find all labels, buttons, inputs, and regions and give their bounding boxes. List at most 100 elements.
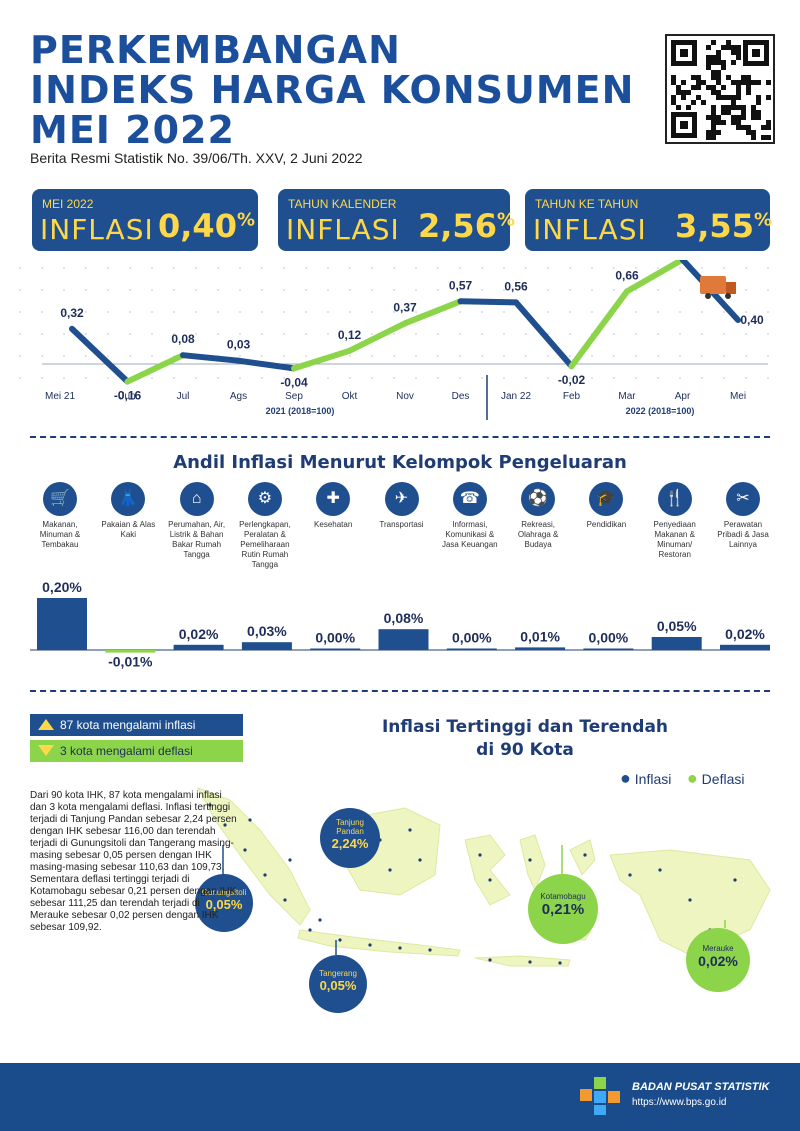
contribution-bar (310, 648, 361, 650)
city-dot (388, 868, 392, 872)
city-dot (248, 818, 252, 822)
line-value-label: 0,12 (338, 328, 362, 342)
line-value-label: 0,57 (449, 278, 473, 292)
category-label: Transportasi (379, 520, 424, 529)
contribution-bar (515, 647, 566, 650)
house-icon: ⌂ (179, 482, 214, 516)
bar-value-label: 0,20% (42, 579, 82, 595)
contribution-bar (241, 642, 292, 650)
line-value-label: -0,02 (558, 373, 586, 387)
org-url[interactable]: https://www.bps.go.id (632, 1097, 727, 1108)
page-subtitle: Berita Resmi Statistik No. 39/06/Th. XXV… (30, 150, 363, 166)
contribution-bar (651, 637, 702, 650)
card-word: INFLASI (286, 213, 400, 246)
line-value-label: 0,32 (60, 306, 84, 320)
category-item: 🛒 Makanan, Minuman & Tembakau (28, 482, 92, 550)
contribution-bar (583, 648, 634, 650)
x-tick-label: Nov (396, 391, 414, 402)
x-tick-label: Jan 22 (501, 391, 531, 402)
city-dot (733, 878, 737, 882)
divider (30, 436, 770, 438)
x-tick-label: Mei 21 (45, 391, 75, 402)
bar-value-label: 0,02% (179, 626, 219, 642)
category-item: 🍴 Penyediaan Makanan & Minuman/ Restoran (643, 482, 707, 560)
contribution-bar (173, 644, 224, 650)
city-dot (418, 858, 422, 862)
city-dot (408, 828, 412, 832)
map-title-line-1: Inflasi Tertinggi dan Terendah (381, 717, 669, 737)
category-label: Pakaian & Alas Kaki (101, 520, 156, 539)
monthly-inflation-line-chart: 0,32 -0,16 0,08 0,03 -0,04 0,12 0,37 0,57 0,56 -0… (19, 260, 769, 420)
line-value-label: 0,66 (615, 268, 639, 282)
category-label: Rekreasi, Olahraga & Budaya (517, 520, 559, 549)
map-legend: ● Inflasi ● Deflasi (620, 768, 745, 788)
line-value-label: -0,04 (280, 375, 308, 389)
appliance-icon: ⚙ (247, 482, 282, 516)
city-dot (658, 868, 662, 872)
dress-icon: 👗 (111, 482, 146, 516)
category-item: ☎ Informasi, Komunikasi & Jasa Keuangan (438, 482, 502, 550)
food-icon: 🛒 (43, 482, 77, 516)
down-arrow-icon (38, 745, 54, 756)
category-item: ⚽ Rekreasi, Olahraga & Budaya (506, 482, 570, 550)
category-item: ✂ Perawatan Pribadi & Jasa Lainnya (711, 482, 775, 550)
category-label: Perawatan Pribadi & Jasa Lainnya (717, 520, 769, 549)
line-segment (291, 347, 353, 372)
summary-paragraph: Dari 90 kota IHK, 87 kota mengalami infl… (30, 790, 237, 933)
x-tick-label: Apr (675, 391, 691, 402)
line-value-label: 0,08 (171, 332, 195, 346)
bar-value-label: 0,01% (520, 628, 560, 644)
period-label-2022: 2022 (2018=100) (626, 406, 695, 416)
line-segment (457, 298, 519, 306)
category-item: 🎓 Pendidikan (574, 482, 638, 530)
bar-value-label: -0,01% (108, 654, 153, 670)
city-dot (528, 858, 532, 862)
truck-icon (700, 276, 736, 299)
sport-icon: ⚽ (521, 482, 556, 516)
contribution-bar (105, 650, 156, 653)
card-label: TAHUN KALENDER (288, 197, 397, 211)
line-value-label: 0,03 (227, 338, 251, 352)
line-segment (235, 357, 297, 372)
x-tick-label: Mei (730, 391, 746, 402)
contribution-bar (720, 644, 770, 650)
city-dot (628, 873, 632, 877)
inflation-cities-count: 87 kota mengalami inflasi (30, 714, 243, 736)
city-dot (558, 961, 562, 965)
category-label: Perlengkapan, Peralatan & Pemeliharaan R… (239, 520, 291, 569)
category-label: Perumahan, Air, Listrik & Bahan Bakar Ru… (168, 520, 226, 559)
line-segment (513, 299, 575, 370)
card-value: 2,56% (418, 207, 515, 245)
city-dot (488, 878, 492, 882)
city-dot (288, 858, 292, 862)
line-value-label: 0,37 (393, 300, 417, 314)
category-label: Makanan, Minuman & Tembakau (39, 520, 81, 549)
category-label: Pendidikan (586, 520, 627, 529)
city-dot (478, 853, 482, 857)
bar-value-label: 0,00% (315, 630, 355, 646)
city-dot (243, 848, 247, 852)
bubble-gunungsitoli: Gunungsitoli 0,05% (195, 874, 253, 932)
category-label: Kesehatan (314, 520, 353, 529)
bar-value-label: 0,05% (657, 618, 697, 634)
contribution-bar (446, 648, 497, 650)
bubble-kotamobagu: Kotamobagu 0,21% (528, 874, 598, 944)
card-monthly-inflation: MEI 2022 INFLASI 0,40% (32, 189, 258, 251)
city-dot (318, 918, 322, 922)
city-dot (428, 948, 432, 952)
card-value: 3,55% (675, 207, 772, 245)
card-calendar-inflation: TAHUN KALENDER INFLASI 2,56% (278, 189, 515, 251)
line-segment (568, 288, 630, 370)
footer: BADAN PUSAT STATISTIK https://www.bps.go… (0, 1063, 800, 1131)
city-dot (398, 946, 402, 950)
map-title-line-2: di 90 Kota (476, 740, 574, 760)
x-tick-label: Mar (618, 391, 636, 402)
city-dot (308, 928, 312, 932)
city-dot (338, 938, 342, 942)
x-tick-label: Sep (285, 391, 303, 402)
card-yoy-inflation: TAHUN KE TAHUN INFLASI 3,55% (525, 189, 772, 251)
up-arrow-icon (38, 719, 54, 730)
legend-inflasi: Inflasi (634, 771, 672, 787)
qr-code-icon[interactable] (665, 34, 775, 144)
line-value-label: 0,40 (740, 313, 764, 327)
